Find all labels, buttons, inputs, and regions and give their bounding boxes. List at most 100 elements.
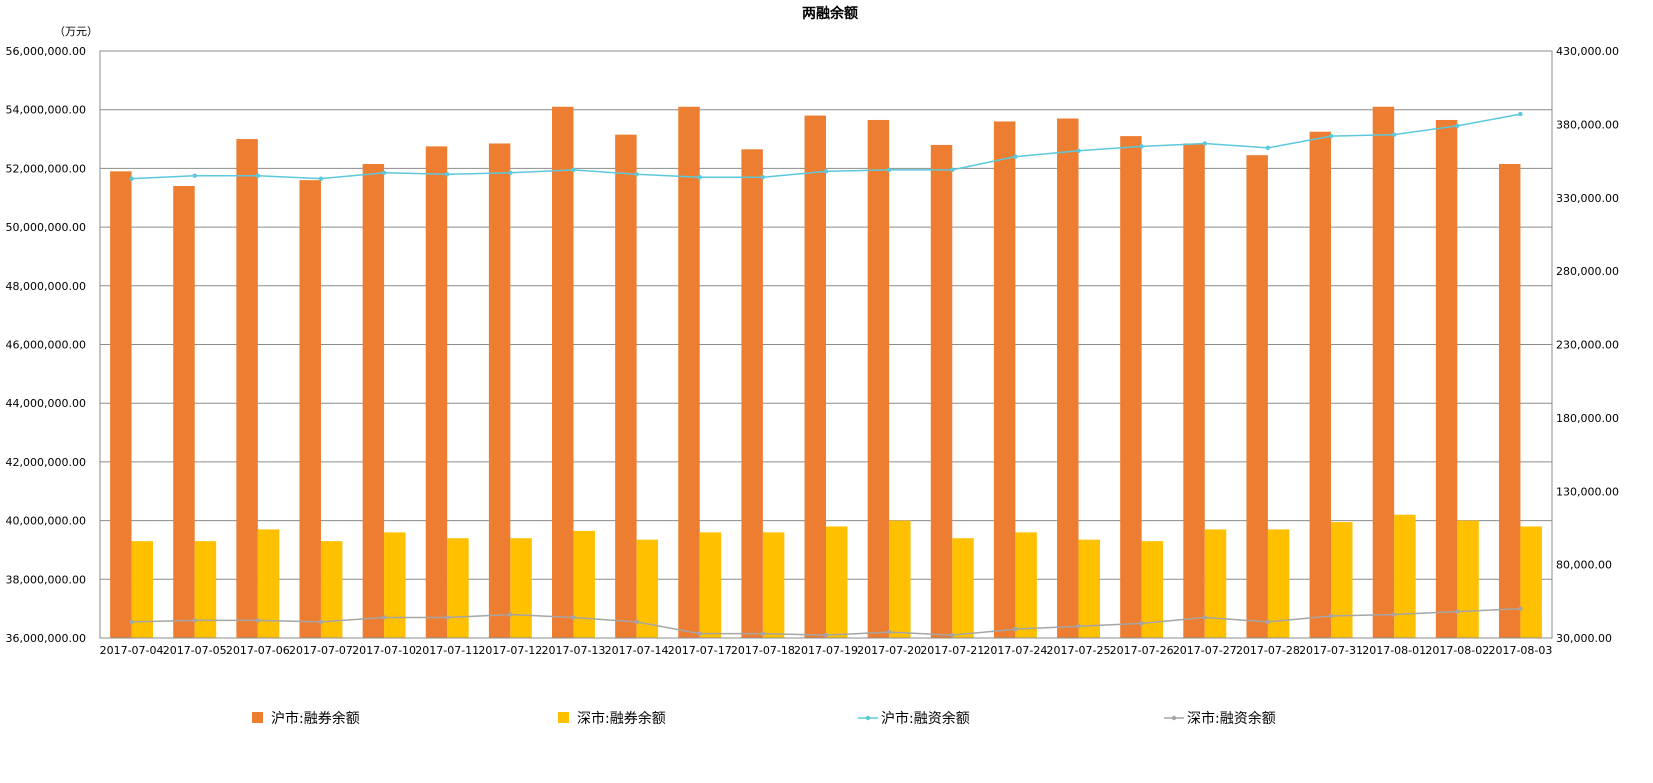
line-point [1518,111,1523,117]
right-axis-tick-label: 80,000.00 [1556,559,1612,572]
bar [257,529,280,638]
x-axis-tick-label: 2017-07-24 [983,644,1047,657]
x-axis-tick-label: 2017-07-21 [920,644,984,657]
bar [1520,526,1542,638]
line-series-group [129,111,1523,638]
line-point [318,176,324,181]
line-point [508,612,513,617]
line-point [950,167,955,173]
bar [699,532,722,638]
x-axis-tick-label: 2017-08-01 [1362,644,1426,657]
legend-label: 沪市:融券余额 [271,710,360,727]
bar [510,538,532,638]
bar [636,539,659,638]
line-point [1076,624,1081,629]
line-point [1076,148,1081,153]
x-axis-tick-label: 2017-07-25 [1047,644,1111,657]
line-point [760,631,766,636]
left-axis-tick-label: 42,000,000.00 [6,456,86,469]
line-point [255,173,261,178]
line-point [886,629,892,635]
chart-title: 两融余额 [802,5,858,22]
x-axis-tick-label: 2017-07-07 [289,644,353,657]
x-axis-tick-label: 2017-07-19 [794,644,858,657]
line-point [381,170,387,176]
line-point [634,619,639,625]
bar [1015,532,1037,638]
line-point [1013,626,1018,632]
x-axis-tick-label: 2017-07-17 [668,644,732,657]
legend-label: 深市:融券余额 [577,710,666,727]
x-axis-tick-label: 2017-07-18 [731,644,795,657]
line-point [1455,609,1460,614]
line-point [760,175,766,180]
right-axis-tick-label: 180,000.00 [1556,412,1619,425]
line-point [192,618,197,623]
x-axis-tick-label: 2017-07-12 [478,644,542,657]
bar [678,106,700,638]
left-axis-tick-label: 40,000,000.00 [6,515,86,528]
bar [1078,539,1100,638]
line-point [1265,145,1271,151]
y-unit-label: （万元） [54,25,98,38]
line-point [445,615,450,620]
line-point [255,618,261,623]
bar [194,541,217,638]
bar [110,171,132,638]
bar [488,143,511,638]
bar [741,149,763,638]
line-point [1202,141,1207,146]
bar [362,163,385,638]
bar [1309,131,1332,638]
x-axis-tick-label: 2017-07-06 [226,644,290,657]
bar [867,119,890,638]
x-axis-tick-label: 2017-07-11 [415,644,479,657]
legend-label: 深市:融资余额 [1187,710,1276,727]
bar [1435,119,1458,638]
left-axis-tick-label: 54,000,000.00 [6,104,86,117]
left-axis-tick-label: 52,000,000.00 [6,162,86,175]
bar [447,538,469,638]
right-axis-tick-label: 330,000.00 [1556,192,1619,205]
bar [993,121,1016,638]
line-point [445,172,450,177]
legend-marker [1171,715,1177,721]
right-axis-tick-label: 280,000.00 [1556,265,1619,278]
bar [762,532,785,638]
bar [1267,529,1290,638]
bar [1331,522,1353,638]
bar [804,115,826,638]
left-axis-tick-label: 56,000,000.00 [6,45,86,58]
bar [930,144,953,639]
left-axis-tick-label: 36,000,000.00 [6,632,86,645]
legend-swatch [558,712,569,723]
line-point [1139,144,1144,149]
x-axis-tick-label: 2017-07-13 [542,644,606,657]
line-point [571,615,576,620]
x-axis-tick-label: 2017-07-31 [1299,644,1363,657]
bar [826,526,848,638]
bar [299,180,321,638]
line-point [886,167,892,173]
line-point [1013,154,1018,159]
x-axis-tick-label: 2017-07-04 [100,644,164,657]
x-axis-tick-label: 2017-07-05 [163,644,227,657]
bar [1141,541,1164,638]
line-point [1391,612,1397,617]
right-axis-tick-label: 30,000.00 [1556,632,1612,645]
left-axis-tick-label: 38,000,000.00 [6,573,86,586]
legend-marker [865,715,871,721]
x-axis-tick-label: 2017-07-26 [1110,644,1174,657]
bar [552,106,574,638]
left-axis-tick-label: 48,000,000.00 [6,280,86,293]
bar [1498,163,1521,638]
line-point [318,619,324,625]
line-point [571,167,576,173]
line-point [1518,606,1523,611]
bar [573,530,595,638]
line-point [697,631,702,636]
line-point [823,632,829,638]
x-axis-tick-label: 2017-08-02 [1425,644,1489,657]
line-point [192,173,197,178]
